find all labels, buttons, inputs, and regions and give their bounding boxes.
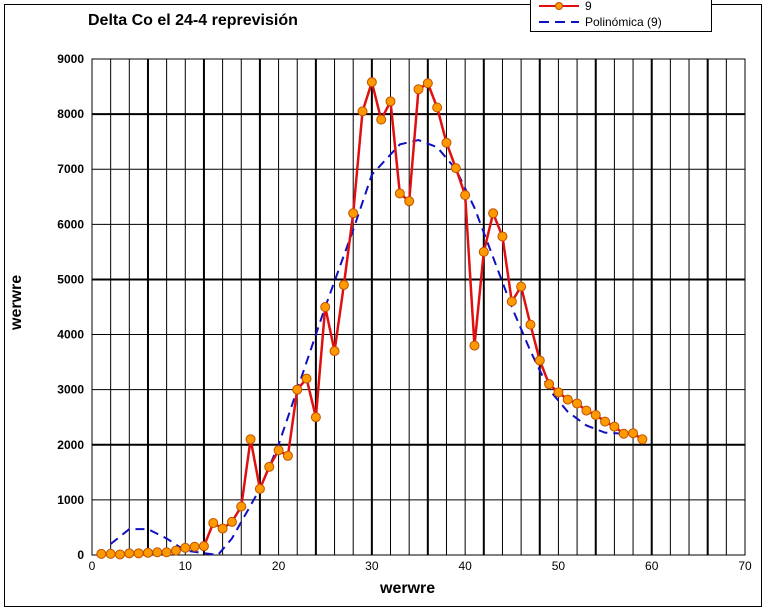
data-point: [544, 379, 555, 390]
data-point: [348, 208, 359, 219]
data-point: [329, 346, 340, 357]
data-point: [422, 78, 433, 89]
y-tick-label: 5000: [57, 272, 84, 286]
legend-marker-line-icon: [539, 2, 579, 10]
data-point: [161, 547, 172, 558]
data-point: [180, 542, 191, 553]
data-point: [506, 296, 517, 307]
data-point: [105, 548, 116, 559]
data-point: [450, 163, 461, 174]
data-point: [469, 340, 480, 351]
data-point: [301, 373, 312, 384]
data-point: [534, 355, 545, 366]
y-tick-label: 2000: [57, 438, 84, 452]
trendline: [110, 138, 634, 557]
data-point: [460, 190, 471, 201]
data-point: [497, 231, 508, 242]
legend-dashed-line-icon: [539, 21, 579, 23]
data-point: [264, 461, 275, 472]
data-point: [366, 77, 377, 88]
data-point: [413, 84, 424, 95]
y-tick-label: 7000: [57, 162, 84, 176]
data-point: [338, 279, 349, 290]
x-tick-label: 40: [458, 559, 472, 573]
legend: 9 Polinómica (9): [530, 0, 712, 32]
data-point: [226, 516, 237, 527]
data-point: [572, 398, 583, 409]
data-point: [152, 547, 163, 558]
data-point: [394, 188, 405, 199]
data-point: [189, 541, 200, 552]
data-point: [637, 434, 648, 445]
data-point: [282, 450, 293, 461]
legend-item-trend: Polinómica (9): [539, 15, 662, 29]
y-tick-label: 6000: [57, 217, 84, 231]
y-tick-label: 9000: [57, 52, 84, 66]
data-point: [198, 541, 209, 552]
y-tick-label: 3000: [57, 383, 84, 397]
x-axis-label: werwre: [380, 580, 436, 597]
data-point: [236, 501, 247, 512]
data-point: [142, 547, 153, 558]
data-point: [357, 106, 368, 117]
legend-item-series: 9: [539, 0, 592, 13]
y-tick-label: 1000: [57, 493, 84, 507]
data-point: [245, 434, 256, 445]
data-point: [581, 405, 592, 416]
chart-frame: [4, 4, 762, 607]
plot-area: [91, 58, 746, 556]
x-tick-label: 70: [738, 559, 752, 573]
data-point: [320, 302, 331, 312]
data-point: [618, 428, 629, 439]
data-point: [170, 545, 181, 556]
data-point: [609, 421, 620, 432]
data-point: [254, 483, 265, 494]
data-point: [432, 102, 443, 113]
data-point: [310, 412, 321, 423]
data-point: [525, 319, 536, 330]
data-point: [441, 137, 452, 148]
y-tick-label: 4000: [57, 328, 84, 342]
data-point: [124, 548, 135, 559]
data-point: [600, 416, 611, 427]
data-point: [217, 523, 228, 534]
data-point: [133, 548, 144, 559]
data-point: [385, 96, 396, 107]
x-tick-label: 30: [365, 559, 379, 573]
y-tick-label: 8000: [57, 107, 84, 121]
x-tick-label: 50: [552, 559, 566, 573]
data-point: [292, 384, 303, 395]
y-tick-label: 0: [77, 548, 84, 562]
data-point: [562, 394, 573, 405]
data-point: [208, 518, 219, 529]
legend-label: Polinómica (9): [585, 15, 662, 29]
data-point: [478, 246, 489, 257]
data-point: [273, 445, 284, 456]
y-axis-label: werwre: [8, 274, 25, 330]
x-tick-label: 10: [179, 559, 193, 573]
data-point: [376, 114, 387, 125]
chart-title: Delta Co el 24-4 reprevisión: [88, 12, 298, 29]
data-point: [553, 387, 564, 398]
data-point: [628, 428, 639, 439]
data-point: [516, 281, 527, 292]
data-point: [404, 196, 415, 207]
legend-label: 9: [585, 0, 592, 13]
x-tick-label: 20: [272, 559, 286, 573]
data-point: [590, 410, 601, 421]
x-tick-label: 60: [645, 559, 659, 573]
data-point: [96, 548, 107, 559]
data-point: [488, 208, 499, 219]
x-tick-label: 0: [89, 559, 96, 573]
data-point: [114, 549, 125, 560]
